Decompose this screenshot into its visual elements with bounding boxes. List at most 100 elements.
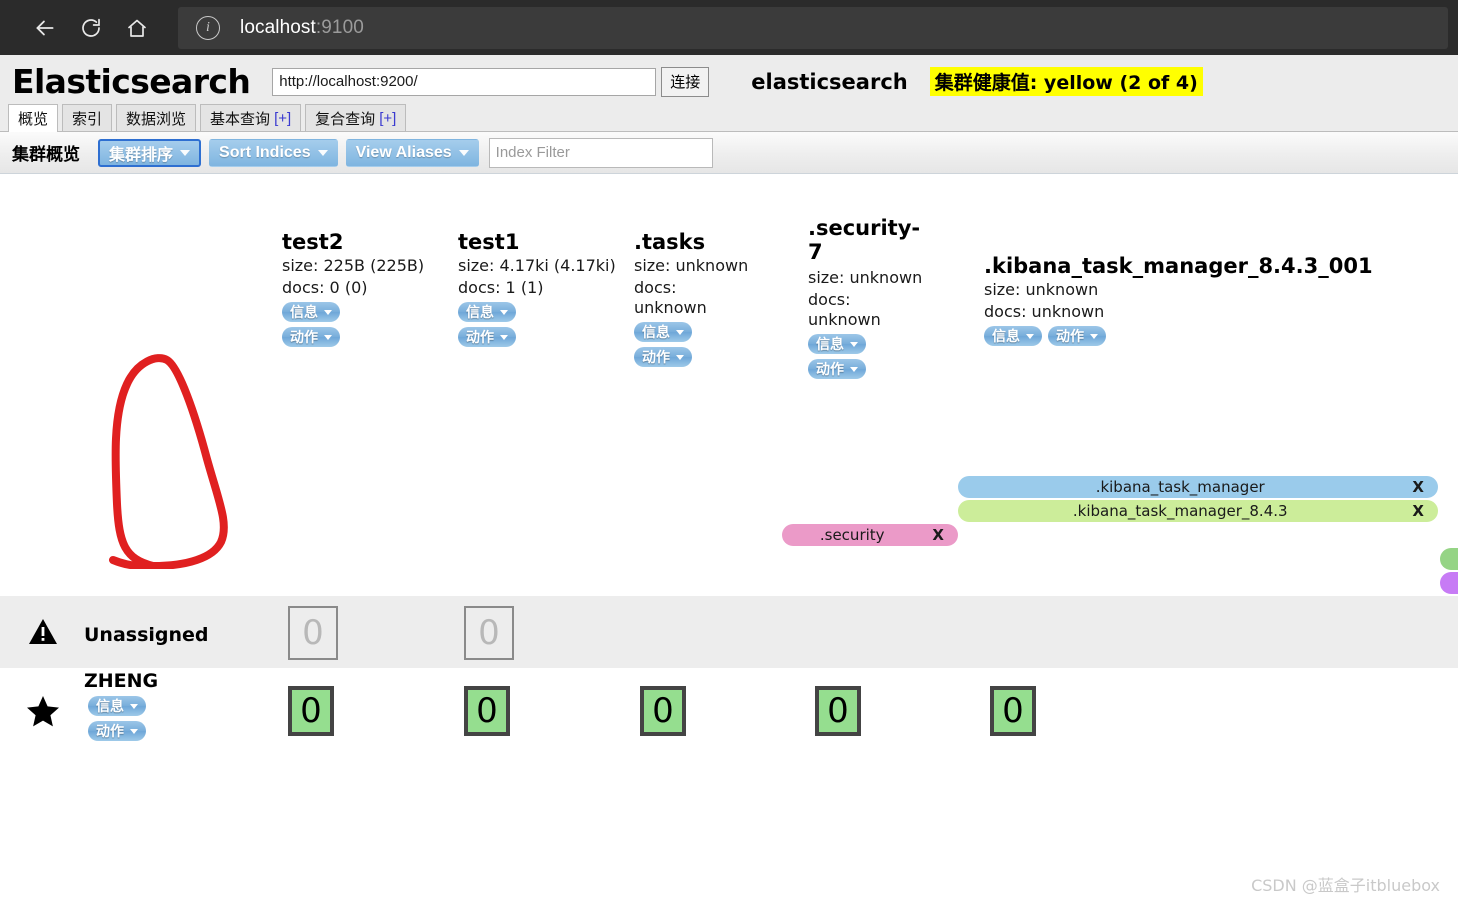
index-action-button[interactable]: 动作 <box>634 347 692 367</box>
index-info-label: 信息 <box>466 305 494 321</box>
info-icon[interactable]: i <box>196 15 220 40</box>
index-docs: docs: unknown <box>984 302 1105 321</box>
alias-bar[interactable]: .kibana_task_manager_8.4.3 X <box>958 500 1438 522</box>
index-action-button[interactable]: 动作 <box>458 327 516 347</box>
watermark: CSDN @蓝盒子itbluebox <box>1251 876 1440 895</box>
connect-button[interactable]: 连接 <box>661 66 710 97</box>
index-size: size: unknown <box>808 268 923 287</box>
chevron-down-icon <box>676 329 684 335</box>
index-info-button[interactable]: 信息 <box>634 322 692 342</box>
alias-bar-clipped[interactable] <box>1440 572 1458 594</box>
tab-indices[interactable]: 索引 <box>62 104 113 131</box>
tab-basic-query-plus[interactable]: [+] <box>274 109 292 127</box>
tab-composite-query[interactable]: 复合查询 [+] <box>305 104 407 131</box>
index-info-label: 信息 <box>816 337 844 353</box>
address-bar[interactable]: i localhost:9100 <box>178 6 1448 49</box>
shard-cell[interactable]: 0 <box>464 606 514 660</box>
chevron-down-icon <box>500 334 508 340</box>
cluster-sort-label: 集群排序 <box>109 146 174 164</box>
alias-label: .security <box>819 526 885 544</box>
app-header: Elasticsearch 连接 elasticsearch 集群健康值: ye… <box>0 55 1458 108</box>
alias-label: .kibana_task_manager_8.4.3 <box>1072 502 1288 520</box>
index-card: .security-7 size: unknown docs: unknown … <box>808 216 930 384</box>
back-arrow-icon[interactable] <box>22 5 68 51</box>
sort-indices-button[interactable]: Sort Indices <box>209 138 338 167</box>
index-action-button[interactable]: 动作 <box>808 359 866 379</box>
index-info-button[interactable]: 信息 <box>808 334 866 354</box>
index-actions: 信息 动作 <box>808 334 930 384</box>
reload-icon[interactable] <box>68 5 114 51</box>
tab-basic-query-label: 基本查询 <box>210 110 271 128</box>
index-docs: docs: 1 (1) <box>458 278 544 297</box>
node-action-button[interactable]: 动作 <box>88 721 146 741</box>
index-action-button[interactable]: 动作 <box>1048 326 1106 346</box>
chevron-down-icon <box>850 341 858 347</box>
chevron-down-icon <box>1026 333 1034 339</box>
index-size: size: 4.17ki (4.17ki) <box>458 256 616 275</box>
app-logo: Elasticsearch <box>12 62 251 101</box>
tab-bar: 概览 索引 数据浏览 基本查询 [+] 复合查询 [+] <box>0 104 1458 132</box>
index-info-button[interactable]: 信息 <box>984 326 1042 346</box>
tab-composite-query-label: 复合查询 <box>315 110 376 128</box>
index-name: test2 <box>282 230 344 254</box>
index-size: size: 225B (225B) <box>282 256 425 275</box>
node-row-unassigned: Unassigned 0 0 <box>0 596 1458 668</box>
index-info-label: 信息 <box>992 329 1020 345</box>
sort-indices-label: Sort Indices <box>219 143 311 161</box>
browser-toolbar: i localhost:9100 <box>0 0 1458 55</box>
index-info-button[interactable]: 信息 <box>282 302 340 322</box>
alias-bar-clipped[interactable] <box>1440 548 1458 570</box>
chevron-down-icon <box>324 334 332 340</box>
tab-overview-label: 概览 <box>18 111 49 128</box>
index-action-label: 动作 <box>1056 329 1084 345</box>
overview-toolbar: 集群概览 集群排序 Sort Indices View Aliases <box>0 132 1458 174</box>
node-info-label: 信息 <box>96 699 124 715</box>
node-action-label: 动作 <box>96 724 124 740</box>
index-name: .tasks <box>634 230 706 254</box>
chevron-down-icon <box>500 309 508 315</box>
tab-composite-query-plus[interactable]: [+] <box>379 109 397 127</box>
shard-cell[interactable]: 0 <box>464 686 510 736</box>
node-label: Unassigned <box>84 624 209 646</box>
home-icon[interactable] <box>114 5 160 51</box>
alias-label: .kibana_task_manager <box>1095 478 1265 496</box>
view-aliases-button[interactable]: View Aliases <box>345 138 479 167</box>
index-card: test1 size: 4.17ki (4.17ki) docs: 1 (1) … <box>458 230 618 352</box>
cluster-sort-button[interactable]: 集群排序 <box>98 138 202 167</box>
index-docs: docs: unknown <box>634 278 707 317</box>
chevron-down-icon <box>676 354 684 360</box>
shard-cell[interactable]: 0 <box>640 686 686 736</box>
alias-bar[interactable]: .security X <box>782 524 958 546</box>
alias-remove-icon[interactable]: X <box>1412 502 1424 520</box>
cluster-health-badge: 集群健康值: yellow (2 of 4) <box>929 67 1203 96</box>
address-bar-text: localhost:9100 <box>240 17 364 39</box>
index-size: size: unknown <box>634 256 749 275</box>
host-input[interactable] <box>272 67 657 96</box>
index-action-button[interactable]: 动作 <box>282 327 340 347</box>
index-filter-input[interactable] <box>488 137 713 168</box>
node-label: ZHENG <box>84 670 159 692</box>
shard-cell[interactable]: 0 <box>288 686 334 736</box>
tab-indices-label: 索引 <box>72 110 103 128</box>
index-info-button[interactable]: 信息 <box>458 302 516 322</box>
shard-cell[interactable]: 0 <box>288 606 338 660</box>
tab-data-browse[interactable]: 数据浏览 <box>116 104 197 131</box>
tab-overview[interactable]: 概览 <box>8 104 59 132</box>
alias-remove-icon[interactable]: X <box>1412 478 1424 496</box>
alias-remove-icon[interactable]: X <box>932 526 944 544</box>
index-name: .security-7 <box>808 216 921 264</box>
tab-basic-query[interactable]: 基本查询 [+] <box>200 104 302 131</box>
shard-cell[interactable]: 0 <box>990 686 1036 736</box>
alias-bar[interactable]: .kibana_task_manager X <box>958 476 1438 498</box>
chevron-down-icon <box>850 366 858 372</box>
chevron-down-icon <box>317 149 328 156</box>
shard-cell[interactable]: 0 <box>815 686 861 736</box>
node-info-button[interactable]: 信息 <box>88 696 146 716</box>
index-info-label: 信息 <box>290 305 318 321</box>
url-host: localhost <box>240 16 316 38</box>
index-card: .tasks size: unknown docs: unknown 信息 动作 <box>634 230 784 372</box>
chevron-down-icon <box>130 728 138 734</box>
index-card: test2 size: 225B (225B) docs: 0 (0) 信息 动… <box>282 230 442 352</box>
cluster-overview-canvas: test2 size: 225B (225B) docs: 0 (0) 信息 动… <box>0 174 1458 910</box>
